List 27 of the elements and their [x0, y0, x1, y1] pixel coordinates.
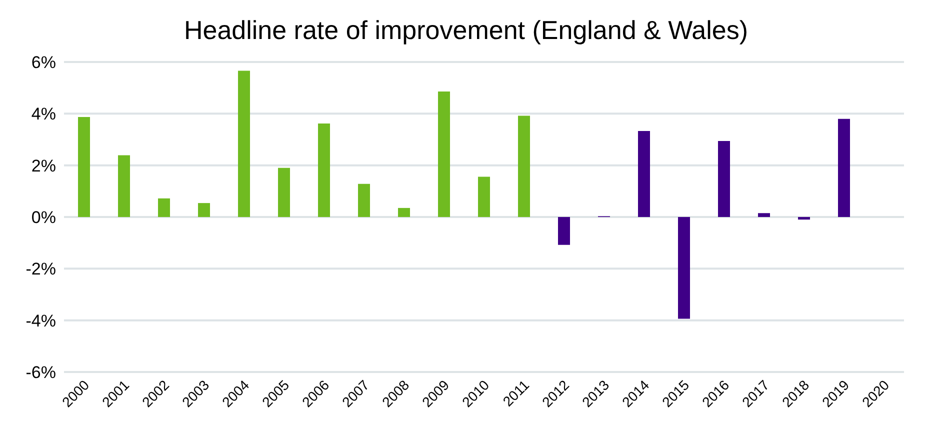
- bar: [838, 118, 850, 217]
- bar: [798, 217, 810, 220]
- y-tick-label: -2%: [26, 260, 56, 279]
- bar: [398, 208, 410, 217]
- bar: [558, 217, 570, 245]
- bar: [718, 141, 730, 217]
- bar: [318, 123, 330, 217]
- y-tick-label: -4%: [26, 311, 56, 330]
- bar: [78, 117, 90, 217]
- bar: [358, 184, 370, 217]
- bar: [118, 155, 130, 217]
- y-tick-label: 6%: [31, 53, 56, 72]
- y-tick-label: 0%: [31, 208, 56, 228]
- chart-title: Headline rate of improvement (England & Wales): [182, 14, 750, 47]
- y-tick-label: -6%: [26, 363, 56, 382]
- bar: [478, 176, 490, 217]
- bar: [518, 116, 530, 217]
- bar: [638, 130, 650, 217]
- bar: [158, 198, 170, 217]
- bar: [198, 203, 210, 217]
- y-tick-label: 2%: [31, 156, 56, 176]
- y-tick-label: 4%: [31, 104, 56, 124]
- bar: [678, 217, 690, 319]
- bar: [278, 168, 290, 217]
- bar: [758, 213, 770, 217]
- bar: [438, 91, 450, 217]
- bar: [238, 70, 250, 217]
